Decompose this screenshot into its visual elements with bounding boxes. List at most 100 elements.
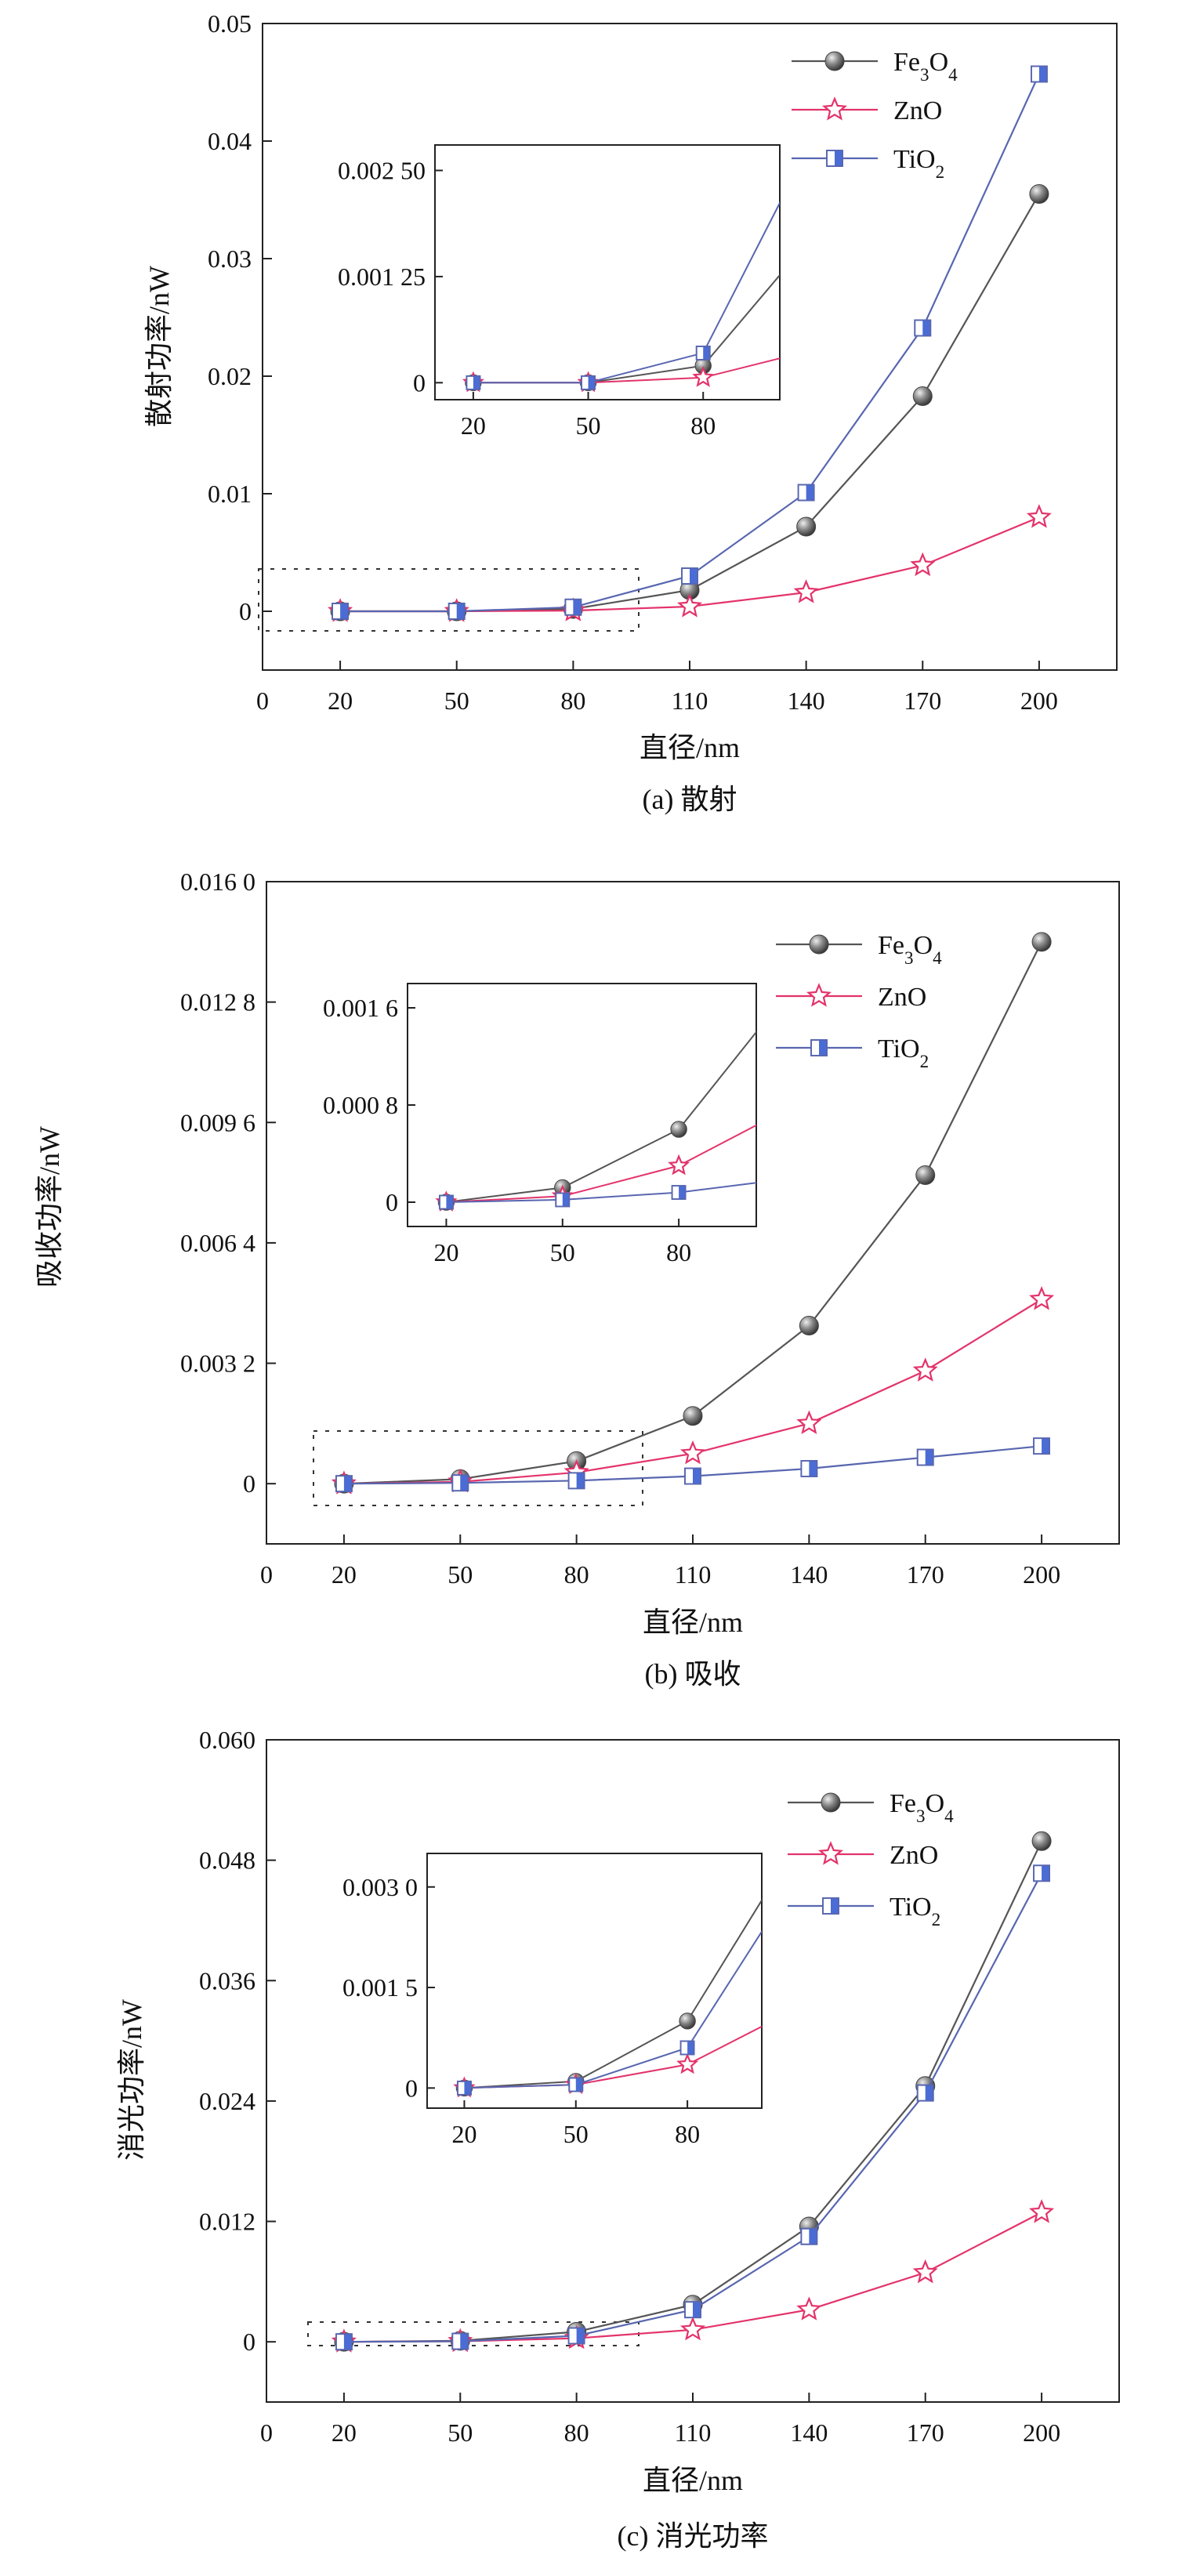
fe3o4-marker [912,386,933,406]
tio2-marker [914,319,932,337]
tio2-marker [679,2040,695,2056]
y-tick-label: 0.05 [208,9,252,38]
tio2-marker [555,1192,571,1208]
x-tick-label: 20 [328,687,353,715]
y-tick-label: 0.006 4 [180,1229,255,1257]
legend-item-fe3o4: Fe3O4 [776,931,942,969]
inset-series-2 [457,1929,762,2096]
legend: Fe3O4 ZnO TiO2 [792,48,958,183]
x-tick-label: 110 [672,687,708,715]
fe3o4-marker [915,1165,936,1185]
zno-marker [817,1841,844,1865]
x-tick-label: 80 [564,1560,589,1589]
inset-y-tick-label: 0.003 0 [342,1873,418,1901]
legend: Fe3O4 ZnO TiO2 [788,1789,954,1930]
y-tick-label: 0 [239,597,252,625]
inset-y-tick-label: 0 [386,1188,398,1216]
y-tick-label: 0 [243,1469,255,1498]
series-2 [332,65,1048,620]
fe3o4-marker [796,516,817,537]
legend-item-zno: ZnO [792,96,942,125]
x-axis-label: 直径/nm [643,1607,743,1638]
series-2 [335,1437,1050,1493]
fe3o4-marker [809,934,829,955]
y-tick-label: 0.012 [199,2208,255,2236]
x-tick-label: 170 [907,1560,944,1589]
inset-x-tick-label: 80 [675,2120,700,2148]
inset-x-tick-label: 80 [690,411,716,440]
x-tick-label: 0 [260,1560,273,1589]
tio2-marker [684,2301,701,2319]
y-tick-label: 0.024 [199,2087,255,2115]
inset-plot-area [453,1898,762,2098]
x-axis-label: 直径/nm [643,2465,743,2496]
tio2-marker [335,1475,353,1493]
inset-x-tick-label: 50 [576,411,601,440]
x-tick-label: 80 [564,2418,589,2447]
inset-frame [434,144,781,400]
x-tick-label: 200 [1020,687,1058,715]
y-tick-label: 0.009 6 [180,1108,255,1136]
tio2-marker [695,346,711,360]
legend-item-tio2: TiO2 [788,1893,940,1930]
x-tick-label: 170 [907,2418,944,2447]
zno-marker [796,2296,822,2321]
tio2-marker [671,1185,687,1201]
y-tick-label: 0.016 0 [180,868,255,896]
zno-marker [679,2316,706,2341]
x-tick-label: 110 [675,2418,712,2447]
fe3o4-marker [824,51,845,71]
inset-chart: 20 50 80 0 0.000 8 0.001 6 [323,983,757,1266]
absorption-chart-panel: 0 20 50 80 110 140 170 200 0 0.003 2 0.006 4 0.009 … [0,858,1203,1716]
zno-marker [679,1440,706,1465]
inset-series-2 [439,1182,756,1210]
extinction-chart: 0 20 50 80 110 140 170 20000.0120.0240.0360.048… [116,1726,1120,2552]
y-tick-label: 0 [243,2328,255,2356]
inset-plot-area [435,1031,756,1212]
tio2-marker [916,1448,934,1466]
inset-x-tick-label: 80 [666,1238,691,1266]
series-1 [331,1286,1055,1495]
zno-marker [910,552,936,577]
extinction-chart-panel: 0 20 50 80 110 140 170 200 0 0.012 0.024 0.036 0.048… [0,1716,1203,2576]
x-tick-label: 200 [1023,2418,1060,2447]
fe3o4-marker [799,1316,819,1336]
x-tick-label: 80 [560,687,585,715]
x-tick-label: 200 [1023,1560,1060,1589]
zno-marker [1029,2199,1055,2223]
x-tick-label: 170 [904,687,941,715]
legend-item-zno: ZnO [776,983,926,1012]
zno-marker [1026,504,1052,528]
series-1 [331,2199,1055,2353]
tio2-marker [567,2327,585,2345]
inset-y-tick-label: 0.000 8 [323,1091,398,1119]
zoom-region-box [258,568,640,632]
x-tick-label: 20 [332,1560,357,1589]
tio2-marker [332,603,349,620]
chart-caption: (b) 吸收 [645,1658,741,1690]
tio2-marker [1033,1864,1050,1882]
y-tick-label: 0.048 [199,1846,255,1875]
tio2-marker [439,1194,454,1210]
y-tick-label: 0.01 [208,480,252,508]
y-tick-label: 0.012 8 [180,988,255,1016]
legend-label: Fe3O4 [893,48,958,85]
inset-series-2 [466,201,780,390]
zno-marker [692,366,715,387]
fe3o4-marker [1031,932,1052,952]
x-tick-label: 20 [332,2418,357,2447]
inset-x-tick-label: 20 [451,2120,476,2148]
zno-marker [806,983,832,1007]
zno-marker [793,579,819,603]
zno-marker [912,2259,938,2284]
tio2-marker [822,1897,839,1915]
series-1 [328,504,1052,622]
zoom-region-box [313,1430,643,1506]
y-tick-label: 0.03 [208,245,252,273]
tio2-marker [457,2080,472,2096]
x-tick-label: 140 [790,2418,828,2447]
inset-chart: 20 50 80 0 0.001 25 0.002 50 [338,144,781,440]
legend-item-zno: ZnO [788,1841,938,1870]
legend-label: Fe3O4 [890,1789,954,1827]
